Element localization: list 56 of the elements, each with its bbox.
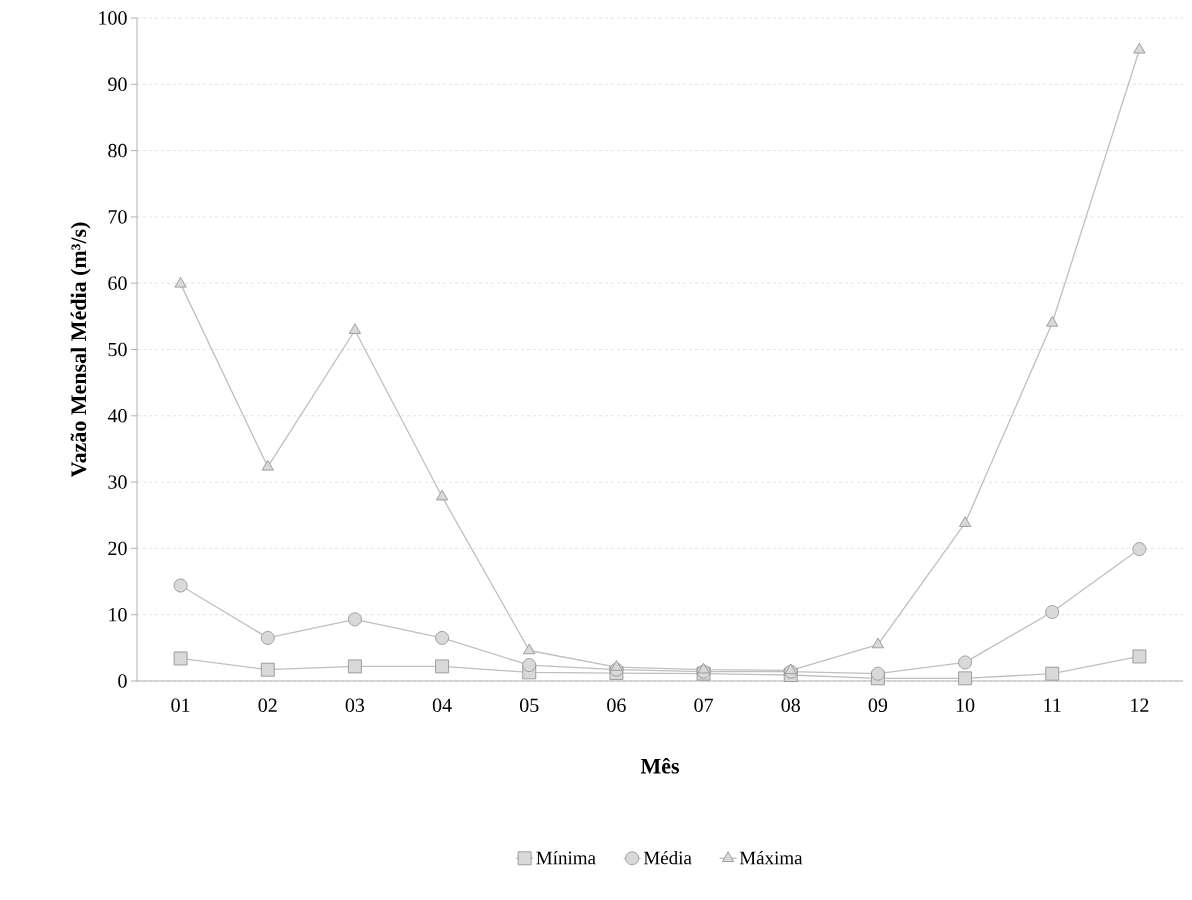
point [1133,42,1146,54]
point [1132,542,1147,556]
point [522,658,537,672]
point [435,659,449,674]
y-tick-label: 90 [108,77,127,92]
y-tick-label: 0 [118,674,127,688]
point [173,578,188,593]
y-tick-label: 100 [99,11,127,25]
point [1045,666,1060,681]
y-axis-title: Vazão Mensal Média (m³/s) [70,222,91,478]
point [871,637,884,649]
point [784,663,797,675]
point [610,660,623,671]
y-tick-label: 30 [108,475,127,489]
x-tick-label: 09 [868,698,888,713]
point [958,671,972,686]
point [435,631,449,645]
x-tick-label: 07 [694,698,714,713]
point [260,631,275,645]
legend-label: Máxima [739,850,803,865]
point [959,516,972,527]
point [173,651,188,666]
x-tick-label: 01 [171,698,190,713]
y-tick-label: 50 [108,342,127,357]
point [958,655,972,670]
x-tick-label: 06 [607,698,626,713]
y-tick-label: 20 [108,541,127,556]
x-tick-label: 04 [432,698,452,713]
point [1046,316,1059,327]
point [1045,605,1060,619]
legend-label: Média [643,850,692,865]
point [436,489,449,501]
legend-label: Mínima [536,850,596,865]
point [523,643,536,655]
x-tick-label: 11 [1044,698,1061,712]
y-tick-label: 60 [108,276,127,290]
x-axis-title: Mês [640,757,680,774]
x-tick-label: 10 [956,698,975,713]
point [174,276,187,288]
y-tick-label: 40 [107,409,127,423]
point [261,459,274,471]
y-tick-label: 80 [108,143,127,158]
point [348,612,362,627]
x-tick-label: 02 [258,698,277,713]
x-tick-label: 08 [781,698,800,713]
point [348,323,361,334]
x-tick-label: 12 [1131,698,1149,712]
point [260,662,275,677]
point [871,666,885,681]
y-tick-label: 70 [108,210,127,224]
x-tick-label: 05 [520,698,539,713]
point [697,662,710,674]
x-tick-label: 03 [345,698,365,713]
point [1132,649,1147,664]
y-tick-label: 10 [109,607,127,622]
point [348,659,362,674]
